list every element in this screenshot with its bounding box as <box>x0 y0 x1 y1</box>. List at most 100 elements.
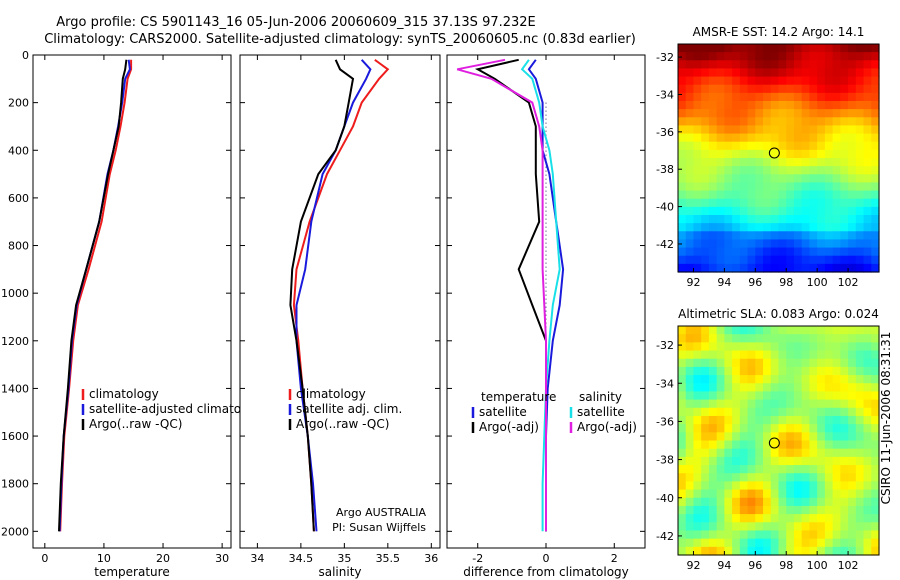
heatmap-cell <box>809 109 818 118</box>
heatmap-cell <box>693 133 702 143</box>
heatmap-cell <box>716 522 725 532</box>
heatmap-cell <box>763 109 772 118</box>
chart-panels: 0 10 20 30temperature0200400600800100012001… <box>1 25 880 579</box>
heatmap-cell <box>793 263 803 273</box>
heatmap-cell <box>863 375 872 384</box>
heatmap-cell <box>755 60 764 70</box>
heatmap-cell <box>755 166 764 175</box>
heatmap-cell <box>739 350 749 360</box>
heatmap-cell <box>763 334 772 343</box>
heatmap-cell <box>817 383 826 393</box>
heatmap-cell <box>840 92 849 102</box>
heatmap-cell <box>824 522 834 532</box>
x-tick-label: 92 <box>686 276 700 289</box>
heatmap-cell <box>701 342 710 352</box>
heatmap-cell <box>871 505 880 515</box>
heatmap-cell <box>685 76 695 86</box>
heatmap-cell <box>786 133 795 143</box>
heatmap-cell <box>747 489 756 499</box>
heatmap-cell <box>817 366 826 376</box>
heatmap-cell <box>701 182 710 192</box>
heatmap-cell <box>832 101 841 110</box>
heatmap-cell <box>770 166 780 175</box>
heatmap-cell <box>701 76 710 86</box>
heatmap-cell <box>824 174 834 184</box>
heatmap-cell <box>848 125 857 135</box>
heatmap-cell <box>824 263 834 273</box>
heatmap-cell <box>732 326 741 335</box>
heatmap-cell <box>840 166 849 175</box>
heatmap-cell <box>763 133 772 143</box>
heatmap-cell <box>824 158 834 167</box>
heatmap-cell <box>793 84 803 94</box>
heatmap-cell <box>817 247 826 257</box>
heatmap-cell <box>770 514 780 523</box>
heatmap-cell <box>840 407 849 417</box>
heatmap-cell <box>678 117 687 127</box>
heatmap-cell <box>685 399 695 409</box>
heatmap-cell <box>809 92 818 102</box>
heatmap-cell <box>832 334 841 343</box>
heatmap-cell <box>832 456 841 466</box>
heatmap-cell <box>778 424 787 433</box>
heatmap-cell <box>786 141 795 151</box>
heatmap-cell <box>747 505 756 515</box>
heatmap-cell <box>747 76 756 86</box>
heatmap-cell <box>824 215 834 224</box>
heatmap-cell <box>763 415 772 425</box>
heatmap-cell <box>801 125 811 135</box>
heatmap-cell <box>786 391 795 401</box>
heatmap-cell <box>739 415 749 425</box>
heatmap-cell <box>817 141 826 151</box>
heatmap-cell <box>732 84 741 94</box>
heatmap-cell <box>770 174 780 184</box>
heatmap-cell <box>739 514 749 523</box>
x-tick-label: 20 <box>156 552 170 565</box>
x-tick-label: 35 <box>337 552 351 565</box>
heatmap-cell <box>739 538 749 548</box>
heatmap-cell <box>778 391 787 401</box>
heatmap-cell <box>871 44 880 53</box>
heatmap-cell <box>739 44 749 53</box>
heatmap-cell <box>801 424 811 433</box>
heatmap-cell <box>739 68 749 78</box>
heatmap-cell <box>801 76 811 86</box>
heatmap-cell <box>724 52 733 61</box>
heatmap-cell <box>708 174 718 184</box>
heatmap-cell <box>786 546 795 556</box>
heatmap-cell <box>739 432 749 442</box>
heatmap-cell <box>755 239 764 249</box>
heatmap-cell <box>824 514 834 523</box>
x-tick-label: 30 <box>215 552 229 565</box>
heatmap-cell <box>739 231 749 241</box>
heatmap-cell <box>848 497 857 507</box>
heatmap-cell <box>770 141 780 151</box>
heatmap-cell <box>840 52 849 61</box>
series-line-salinity-satellite <box>520 59 561 532</box>
heatmap-cell <box>739 182 749 192</box>
x-tick-label: 98 <box>779 276 793 289</box>
heatmap-cell <box>708 489 718 499</box>
heatmap-cell <box>793 326 803 335</box>
heatmap-cell <box>848 399 857 409</box>
heatmap-cell <box>855 84 865 94</box>
heatmap-cell <box>778 182 787 192</box>
heatmap-cell <box>793 223 803 232</box>
heatmap-cell <box>840 342 849 352</box>
heatmap-cell <box>786 538 795 548</box>
x-tick-label: 34 <box>250 552 264 565</box>
heatmap-cell <box>817 125 826 135</box>
heatmap-cell <box>840 231 849 241</box>
heatmap-cell <box>786 514 795 523</box>
heatmap-cell <box>701 415 710 425</box>
heatmap-cell <box>817 92 826 102</box>
heatmap-cell <box>747 231 756 241</box>
heatmap-cell <box>848 117 857 127</box>
heatmap-cell <box>732 101 741 110</box>
heatmap-cell <box>863 473 872 482</box>
heatmap-cell <box>724 215 733 224</box>
heatmap-cell <box>716 223 725 232</box>
heatmap-cell <box>871 391 880 401</box>
heatmap-cell <box>793 473 803 482</box>
heatmap-cell <box>786 481 795 491</box>
